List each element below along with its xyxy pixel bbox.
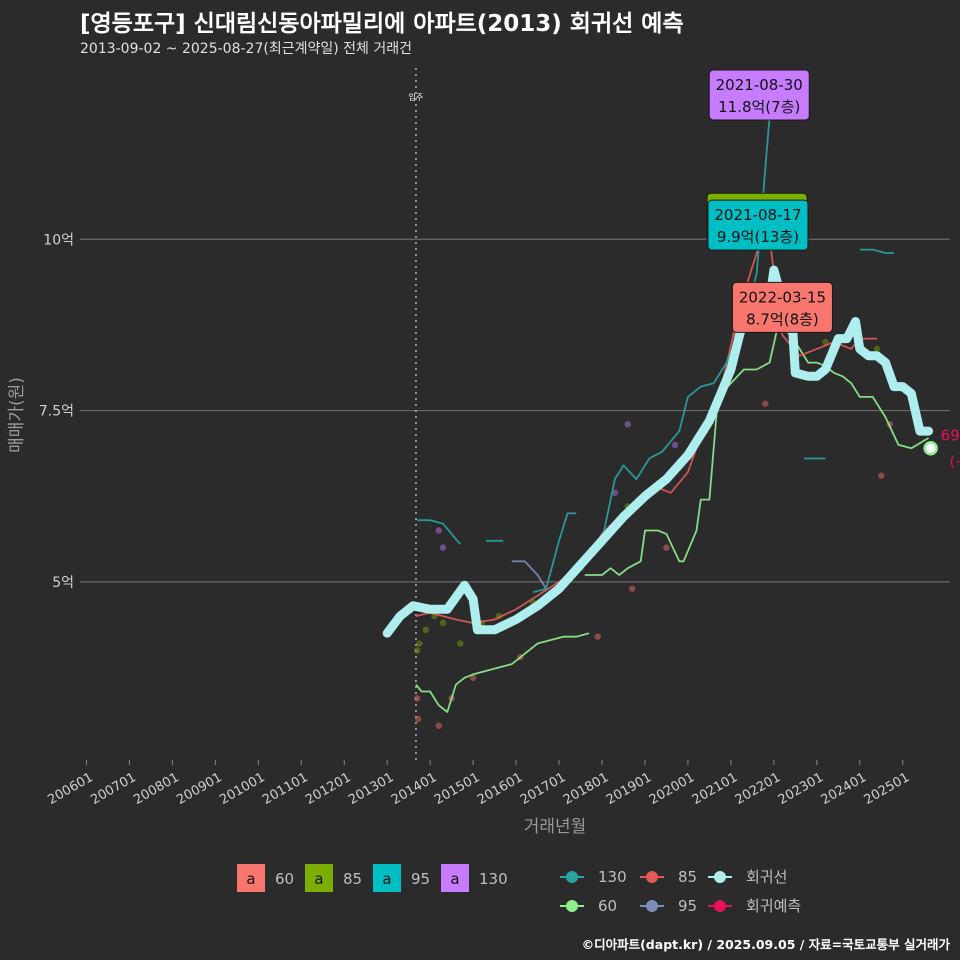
peak-label-date: 2022-03-15	[739, 288, 826, 306]
x-axis-title: 거래년월	[524, 817, 587, 837]
peak-label-box	[708, 69, 810, 121]
transaction-point	[671, 441, 679, 449]
series-line-130	[859, 248, 895, 254]
forecast-point	[923, 441, 938, 456]
y-tick-label: 7.5억	[39, 404, 74, 420]
transaction-point	[439, 544, 447, 551]
chart-subtitle: 2013-09-02 ~ 2025-08-27(최근계약일) 전체 거래건	[80, 41, 412, 57]
legend-area-glyph: a	[450, 870, 459, 888]
x-tick-label: 201401	[389, 770, 439, 808]
x-tick-label: 200701	[88, 770, 138, 808]
x-tick-label: 201301	[346, 770, 396, 808]
transaction-point	[422, 626, 430, 634]
legend-line-marker	[566, 871, 578, 883]
transaction-point	[878, 472, 885, 479]
transaction-point	[628, 585, 636, 592]
x-tick-label: 202001	[647, 770, 697, 808]
legend-area-label: 130	[479, 870, 508, 888]
forecast-note: (~60㎡)	[950, 454, 960, 470]
x-tick-label: 201701	[518, 770, 568, 808]
transaction-point	[469, 674, 477, 681]
forecast-value: 69,500	[941, 426, 960, 444]
legend-line-marker	[646, 900, 658, 912]
legend-area-key	[305, 864, 333, 892]
x-tick-label: 200601	[45, 770, 95, 808]
chart-caption: ©디아파트(dapt.kr) / 2025.09.05 / 자료=국토교통부 실…	[581, 937, 950, 952]
transaction-point	[414, 715, 422, 723]
y-axis-title: 매매가(원)	[7, 377, 27, 453]
peak-label-price: 8.7억(8층)	[746, 310, 819, 328]
legend-area-glyph: a	[382, 870, 391, 888]
series-line-85	[415, 238, 877, 624]
x-tick-label: 201901	[604, 770, 654, 808]
transaction-point	[416, 640, 423, 647]
transaction-point	[435, 527, 442, 534]
x-tick-label: 202501	[862, 770, 912, 808]
legend-area-glyph: a	[314, 870, 323, 888]
series-line-95	[511, 560, 547, 590]
transaction-point	[414, 647, 421, 654]
x-tick-label: 202101	[690, 770, 740, 808]
chart-title: [영등포구] 신대림신동아파밀리에 아파트(2013) 회귀선 예측	[80, 11, 684, 37]
legend-line-marker	[714, 900, 726, 912]
legend-line-label: 회귀예측	[746, 897, 801, 915]
x-tick-label: 201601	[475, 770, 525, 808]
y-tick-label: 5억	[52, 575, 74, 591]
series-line-60	[415, 632, 590, 713]
legend-area-glyph: a	[246, 870, 255, 888]
peak-label-date: 2021-08-30	[716, 76, 803, 94]
peak-label-price: 11.8억(7층)	[718, 98, 800, 116]
x-tick-label: 201001	[217, 770, 267, 808]
move-in-label: 입주	[409, 93, 424, 102]
legend-area-key	[441, 864, 469, 892]
peak-label-date: 2021-08-17	[714, 206, 801, 224]
transaction-point	[663, 544, 670, 551]
x-tick-label: 202401	[819, 770, 869, 808]
transaction-point	[822, 338, 829, 346]
legend-area-label: 60	[275, 870, 294, 888]
legend-area-key	[237, 864, 265, 892]
legend-line-marker	[714, 871, 726, 883]
x-tick-label: 202201	[733, 770, 783, 808]
legend-line-label: 85	[678, 868, 697, 886]
legend-area-key	[373, 864, 401, 892]
transaction-point	[594, 633, 601, 640]
legend-area-label: 85	[343, 870, 362, 888]
x-tick-label: 200801	[131, 770, 181, 808]
transaction-point	[439, 619, 447, 627]
transaction-point	[762, 400, 769, 407]
x-tick-label: 202301	[776, 770, 826, 808]
transaction-point	[435, 722, 442, 729]
series-line-130	[533, 512, 577, 593]
x-tick-label: 201501	[432, 770, 482, 808]
peak-label-price: 9.9억(13층)	[717, 228, 799, 246]
transaction-point	[414, 695, 421, 702]
x-tick-label: 200901	[174, 770, 224, 808]
legend-line-marker	[646, 871, 658, 883]
x-tick-label: 201101	[260, 770, 310, 808]
legend-line-marker	[566, 900, 578, 912]
legend-line-label: 회귀선	[746, 868, 787, 886]
legend-line-label: 95	[678, 897, 697, 915]
x-tick-label: 201801	[561, 770, 611, 808]
series-line-60	[584, 324, 929, 576]
regression-line	[382, 265, 933, 638]
transaction-point	[873, 345, 881, 353]
transaction-point	[457, 640, 464, 647]
peak-label-box	[731, 281, 833, 333]
legend-line-label: 130	[598, 868, 627, 886]
peak-label-box	[707, 199, 809, 251]
y-tick-label: 10억	[43, 232, 74, 248]
x-tick-label: 201201	[303, 770, 353, 808]
legend-line-label: 60	[598, 897, 617, 915]
transaction-point	[624, 421, 631, 428]
series-line-130	[417, 519, 461, 545]
legend-area-label: 95	[411, 870, 430, 888]
